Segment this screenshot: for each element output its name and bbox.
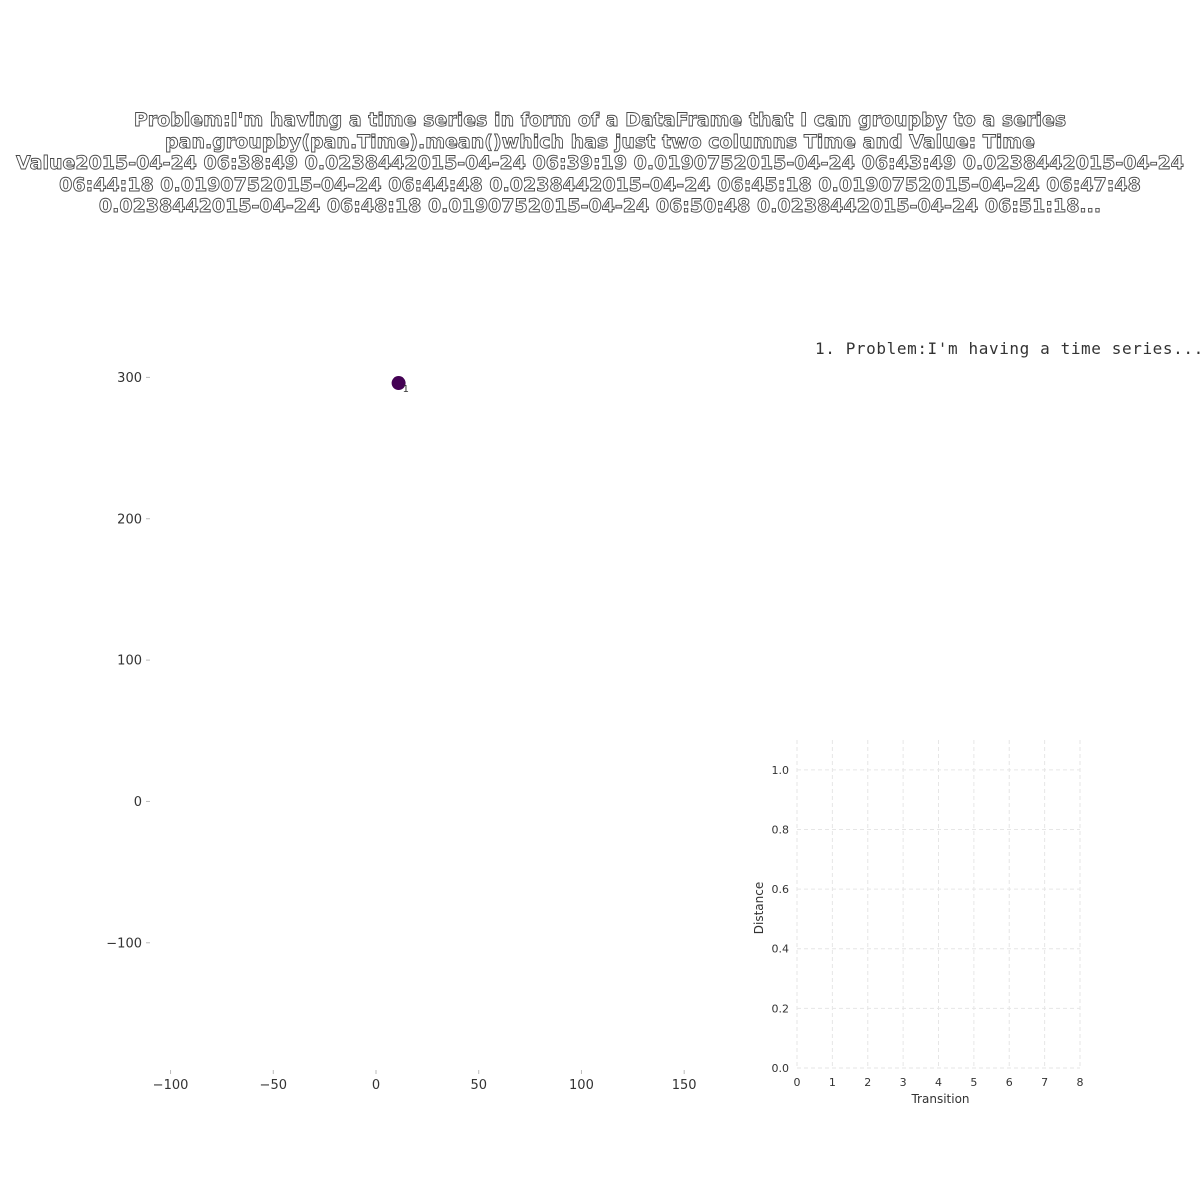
y-tick-label: 1.0 — [772, 764, 790, 777]
y-tick-label: 200 — [117, 512, 142, 527]
x-axis-label: Transition — [910, 1092, 969, 1106]
x-tick-label: 0 — [794, 1076, 801, 1089]
y-tick-label: 100 — [117, 654, 142, 669]
x-tick-label: 2 — [864, 1076, 871, 1089]
y-tick-label: 300 — [117, 371, 142, 386]
x-tick-label: 50 — [470, 1078, 487, 1093]
data-point — [391, 376, 406, 391]
y-tick-label: 0.8 — [772, 823, 790, 836]
x-tick-label: −100 — [153, 1078, 189, 1093]
x-tick-label: 5 — [970, 1076, 977, 1089]
y-tick-label: 0.4 — [772, 943, 790, 956]
page-title: Problem:I'm having a time series in form… — [15, 110, 1185, 217]
y-tick-label: 0.6 — [772, 883, 790, 896]
data-point-label: 1 — [403, 384, 409, 395]
y-tick-label: −100 — [106, 936, 142, 951]
x-tick-label: 4 — [935, 1076, 942, 1089]
x-tick-label: 100 — [569, 1078, 594, 1093]
y-tick-label: 0.2 — [772, 1002, 790, 1015]
x-tick-label: 1 — [829, 1076, 836, 1089]
x-tick-label: −50 — [260, 1078, 287, 1093]
x-tick-label: 150 — [672, 1078, 697, 1093]
x-tick-label: 8 — [1077, 1076, 1084, 1089]
legend-entry-label: 1. Problem:I'm having a time series... — [815, 339, 1200, 358]
x-tick-label: 6 — [1006, 1076, 1013, 1089]
x-tick-label: 7 — [1041, 1076, 1048, 1089]
x-tick-label: 3 — [900, 1076, 907, 1089]
y-tick-label: 0.0 — [772, 1062, 790, 1075]
y-tick-label: 0 — [134, 795, 142, 810]
y-axis-label: Distance — [752, 882, 766, 934]
x-tick-label: 0 — [372, 1078, 380, 1093]
